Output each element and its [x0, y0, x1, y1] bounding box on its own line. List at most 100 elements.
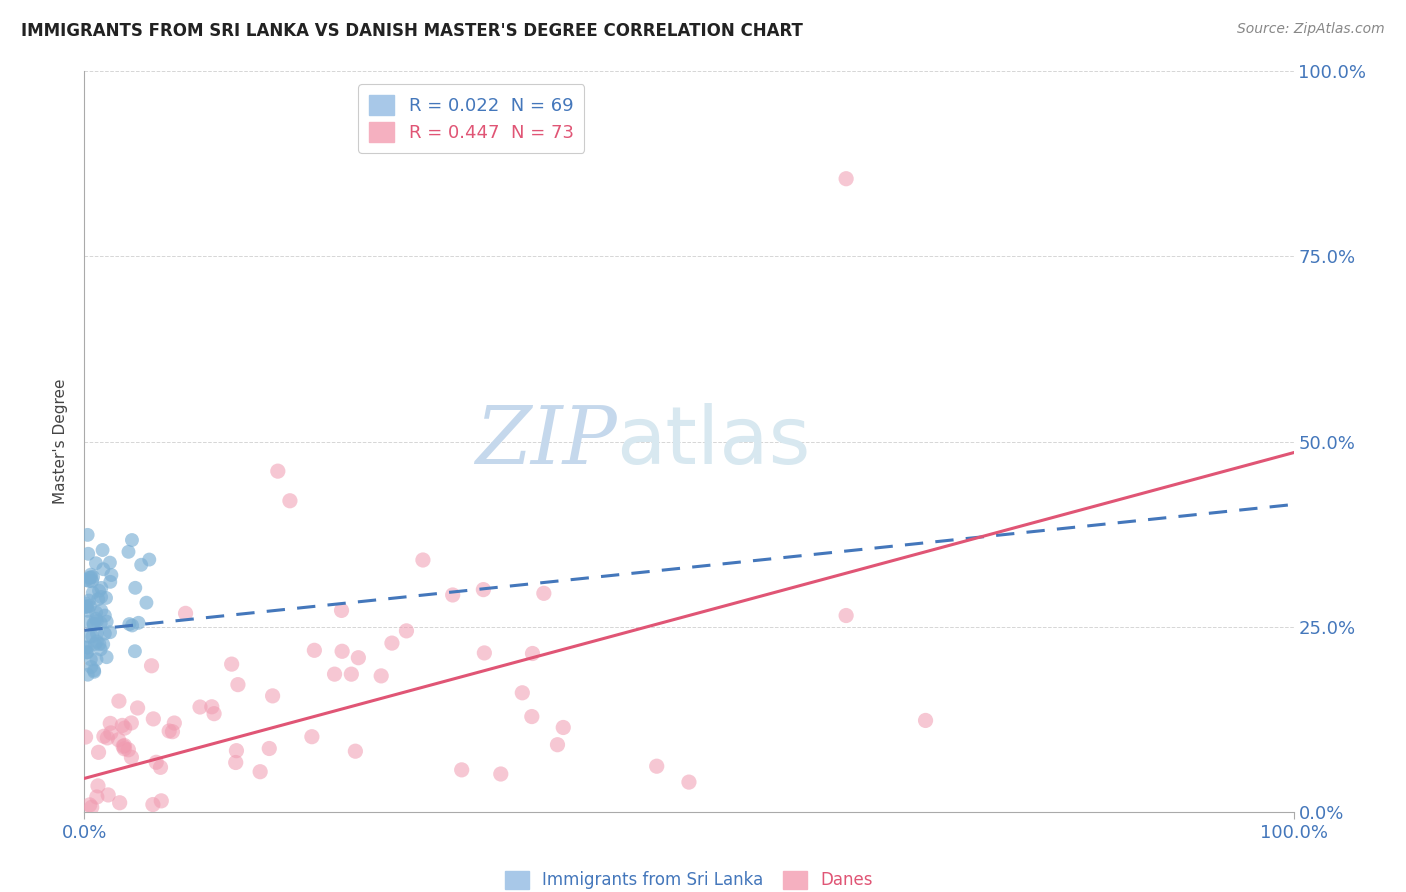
Point [100, 568, 122, 582]
Point [835, 171, 858, 186]
Point [76, 640, 98, 655]
Point [174, 607, 197, 621]
Point [98, 716, 121, 731]
Point [76, 599, 98, 614]
Point [127, 701, 149, 715]
Legend: Immigrants from Sri Lanka, Danes: Immigrants from Sri Lanka, Danes [495, 861, 883, 892]
Point [90, 603, 112, 617]
Point [162, 724, 184, 739]
Point [90, 581, 112, 595]
Point [344, 744, 367, 758]
Point [149, 760, 172, 774]
Point [347, 650, 370, 665]
Point [553, 721, 575, 735]
Point [98, 574, 121, 589]
Point [117, 545, 139, 559]
Point [75, 597, 97, 611]
Point [79, 797, 101, 812]
Point [93, 729, 115, 743]
Point [108, 796, 131, 810]
Point [82, 616, 104, 631]
Point [91, 543, 114, 558]
Point [86, 789, 108, 804]
Point [94, 591, 117, 605]
Point [80, 652, 103, 666]
Point [80, 570, 103, 584]
Point [645, 759, 668, 773]
Point [83, 664, 105, 678]
Point [330, 644, 353, 658]
Point [412, 553, 434, 567]
Point [381, 636, 404, 650]
Point [86, 652, 108, 666]
Point [87, 779, 110, 793]
Point [835, 608, 858, 623]
Point [75, 599, 97, 614]
Point [226, 678, 249, 692]
Point [97, 788, 120, 802]
Point [520, 709, 543, 723]
Point [120, 750, 142, 764]
Point [112, 741, 135, 756]
Point [96, 650, 118, 665]
Point [121, 533, 143, 547]
Point [84, 637, 107, 651]
Point [98, 625, 121, 640]
Point [86, 614, 108, 628]
Point [83, 665, 105, 679]
Point [90, 590, 112, 604]
Point [128, 615, 150, 630]
Point [301, 730, 323, 744]
Point [121, 618, 143, 632]
Point [145, 756, 167, 770]
Point [472, 582, 495, 597]
Point [914, 714, 936, 728]
Point [489, 767, 512, 781]
Point [76, 528, 98, 542]
Point [111, 718, 134, 732]
Point [112, 739, 135, 754]
Point [77, 604, 100, 618]
Point [450, 763, 472, 777]
Point [79, 571, 101, 585]
Point [304, 643, 326, 657]
Point [80, 567, 103, 582]
Point [117, 743, 139, 757]
Point [150, 794, 173, 808]
Point [77, 547, 100, 561]
Point [108, 694, 131, 708]
Point [82, 629, 104, 643]
Point [77, 574, 100, 588]
Point [89, 637, 111, 651]
Point [87, 592, 110, 607]
Text: ZIP: ZIP [475, 403, 616, 480]
Point [129, 558, 152, 572]
Point [94, 608, 117, 623]
Point [76, 615, 98, 629]
Point [75, 573, 97, 587]
Point [547, 738, 569, 752]
Point [114, 721, 136, 735]
Point [86, 626, 108, 640]
Point [75, 730, 97, 744]
Point [84, 612, 107, 626]
Point [87, 745, 110, 759]
Point [80, 800, 103, 814]
Point [76, 645, 98, 659]
Point [678, 775, 700, 789]
Point [86, 634, 108, 648]
Point [90, 642, 112, 657]
Point [201, 699, 224, 714]
Point [323, 667, 346, 681]
Point [510, 686, 533, 700]
Point [202, 706, 225, 721]
Point [96, 731, 118, 745]
Point [533, 586, 555, 600]
Text: IMMIGRANTS FROM SRI LANKA VS DANISH MASTER'S DEGREE CORRELATION CHART: IMMIGRANTS FROM SRI LANKA VS DANISH MAST… [21, 22, 803, 40]
Point [84, 556, 107, 570]
Point [77, 593, 100, 607]
Point [84, 606, 107, 620]
Point [138, 552, 160, 566]
Point [163, 716, 186, 731]
Point [522, 647, 544, 661]
